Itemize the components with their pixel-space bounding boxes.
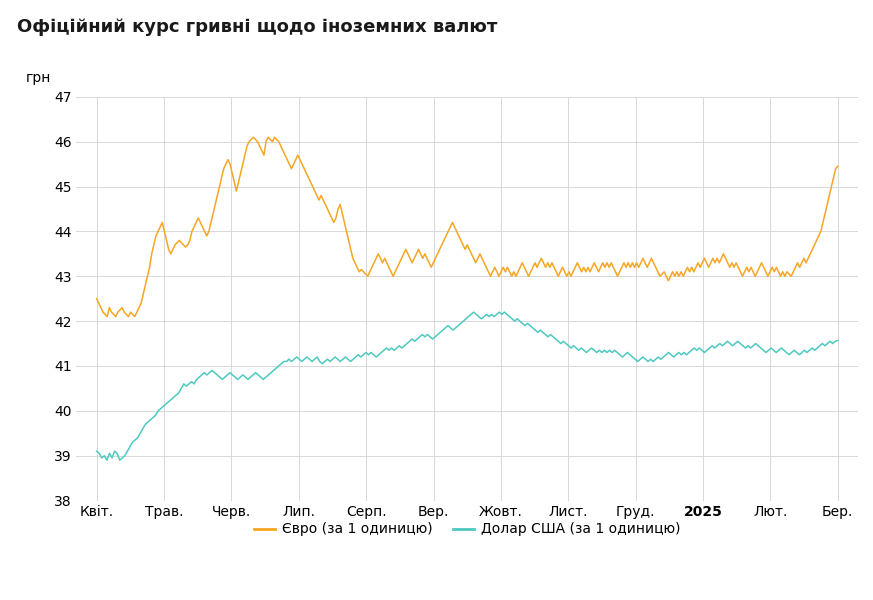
Text: грн: грн (25, 71, 51, 85)
Legend: Євро (за 1 одиницю), Долар США (за 1 одиницю): Євро (за 1 одиницю), Долар США (за 1 оди… (249, 517, 686, 542)
Text: Офіційний курс гривні щодо іноземних валют: Офіційний курс гривні щодо іноземних вал… (17, 18, 498, 36)
